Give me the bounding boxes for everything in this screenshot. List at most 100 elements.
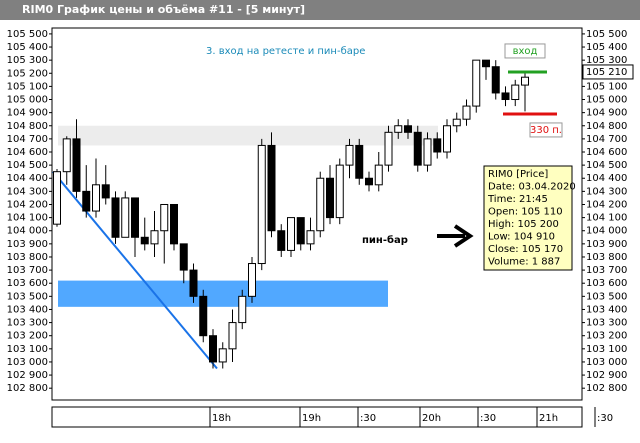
arrow: [437, 224, 474, 248]
candle-body: [267, 144, 276, 232]
y-tick-label: 103 300: [7, 318, 48, 329]
y-tick-label: 105 500: [7, 29, 48, 40]
y-tick-label: 104 700: [586, 134, 627, 145]
tooltip-line: High: 105 200: [488, 219, 559, 230]
candle-body: [374, 164, 383, 186]
chart: 105 500 105 500 105 400 105 400 105 300 105 3…: [0, 20, 640, 443]
candle-body: [296, 217, 305, 245]
y-tick-label: 102 800: [7, 383, 48, 394]
tooltip-line: Low: 104 910: [488, 232, 555, 243]
y-tick-label: 103 300: [586, 318, 627, 329]
x-tick-label: :30: [597, 413, 613, 424]
candle-body: [160, 203, 169, 232]
y-tick-label: 104 200: [586, 199, 627, 210]
candle-body: [482, 59, 490, 68]
plot-frame: [51, 27, 583, 401]
y-tick-label: 104 600: [7, 147, 48, 158]
candle-body: [521, 76, 529, 86]
candle-body: [82, 190, 91, 212]
y-tick-label: 104 400: [586, 173, 627, 184]
y-tick-label: 102 900: [7, 370, 48, 381]
y-tick-label: 104 000: [586, 226, 627, 237]
level-label: вход: [513, 46, 538, 57]
y-tick-label: 105 400: [7, 42, 48, 53]
y-tick-label: 102 800: [586, 383, 627, 394]
zone: [58, 280, 388, 307]
y-tick-label: 105 000: [7, 95, 48, 106]
level-label-box: [504, 43, 546, 59]
y-tick-label: 104 400: [7, 173, 48, 184]
candle-body: [111, 197, 120, 238]
level-label-box: [529, 122, 563, 138]
y-tick-label: 104 000: [7, 226, 48, 237]
candle-body: [131, 197, 139, 238]
y-tick-label: 103 900: [586, 239, 627, 250]
y-tick-label: 102 900: [586, 370, 627, 381]
y-tick-label: 104 100: [586, 213, 627, 224]
candle-body: [511, 84, 520, 101]
candle-body: [170, 203, 178, 245]
candle-body: [140, 236, 149, 245]
candle-body: [101, 184, 110, 199]
candle-body: [179, 243, 188, 271]
y-tick-label: 105 200: [7, 68, 48, 79]
y-tick-label: 103 800: [586, 252, 627, 263]
candle-body: [423, 138, 432, 166]
y-tick-label: 104 900: [7, 108, 48, 119]
level-label: 330 п.: [530, 125, 562, 136]
y-tick-label: 103 700: [7, 265, 48, 276]
candle-body: [472, 59, 481, 107]
candle-body: [287, 217, 295, 251]
tooltip-line: Time: 21:45: [487, 194, 548, 205]
candle-body: [345, 144, 354, 166]
y-tick-label: 104 300: [586, 186, 627, 197]
candle-body: [365, 177, 373, 186]
candle-body: [443, 125, 451, 153]
y-tick-label: 103 200: [7, 331, 48, 342]
candle-body: [53, 171, 61, 225]
y-tick-label: 103 000: [586, 357, 627, 368]
candle-body: [355, 144, 364, 179]
candle-body: [277, 230, 286, 251]
x-tick-label: 20h: [422, 413, 441, 424]
y-tick-label: 105 300: [586, 55, 627, 66]
candle-body: [209, 335, 217, 363]
time-axis: [51, 406, 583, 428]
candle-body: [306, 230, 315, 245]
y-tick-label: 104 500: [586, 160, 627, 171]
candle-body: [228, 322, 237, 350]
y-tick-label: 103 400: [586, 304, 627, 315]
y-tick-label: 104 300: [7, 186, 48, 197]
window-title: RIM0 График цены и объёма #11 - [5 минут…: [22, 3, 306, 16]
candle-body: [62, 138, 71, 173]
x-tick-label: 19h: [302, 413, 321, 424]
x-tick-label: :30: [480, 413, 496, 424]
y-tick-label: 105 300: [7, 55, 48, 66]
y-tick-label: 105 100: [586, 81, 627, 92]
candle-body: [452, 118, 461, 127]
tooltip-line: Close: 105 170: [488, 244, 563, 255]
candle-body: [433, 138, 442, 153]
y-tick-label: 103 500: [7, 291, 48, 302]
tooltip-line: Date: 03.04.2020: [488, 182, 576, 193]
tooltip-line: RIM0 [Price]: [488, 169, 548, 180]
candle-body: [316, 177, 325, 232]
candle-body: [394, 125, 403, 133]
y-tick-label: 103 400: [7, 304, 48, 315]
y-tick-label: 104 700: [7, 134, 48, 145]
annotation-box: [200, 32, 385, 92]
candle-body: [501, 92, 510, 101]
y-tick-label: 103 900: [7, 239, 48, 250]
candle-body: [257, 144, 266, 265]
tooltip-box: [483, 165, 573, 271]
price-label-box: [582, 64, 634, 80]
y-tick-label: 103 100: [7, 344, 48, 355]
title-bar: RIM0 График цены и объёма #11 - [5 минут…: [0, 0, 640, 20]
x-tick-label: 21h: [539, 413, 558, 424]
y-tick-label: 104 800: [7, 121, 48, 132]
y-tick-label: 103 500: [586, 291, 627, 302]
candle-body: [121, 197, 130, 238]
y-tick-label: 104 200: [7, 199, 48, 210]
y-tick-label: 104 800: [586, 121, 627, 132]
pin-label: пин-бар: [362, 234, 408, 246]
